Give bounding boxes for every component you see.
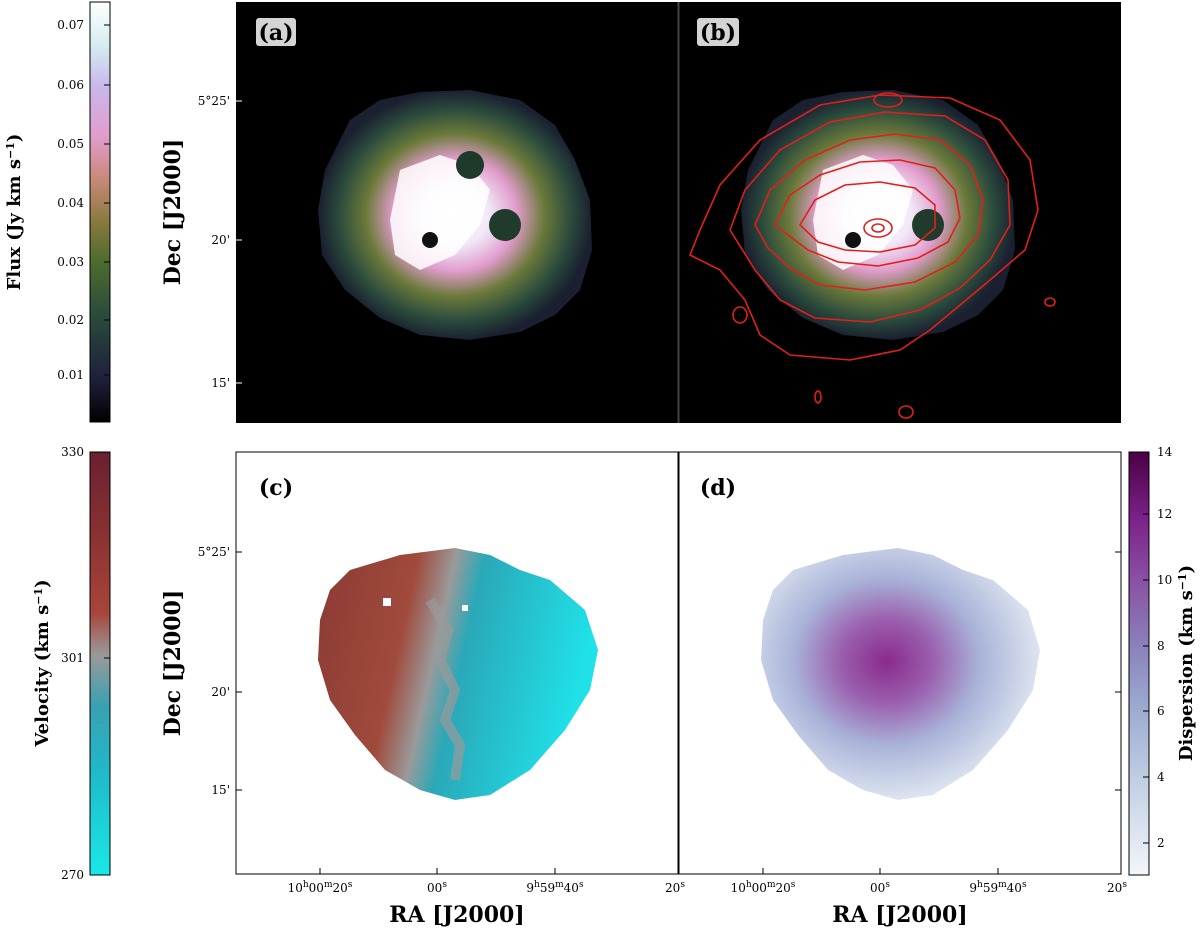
panel-a-label-box bbox=[256, 18, 296, 46]
flux-tick-label: 0.06 bbox=[57, 78, 84, 92]
systemic-velocity-band bbox=[425, 597, 466, 781]
panel-b: (b) bbox=[677, 2, 1121, 423]
flux-colorbar: 0.07 0.06 0.05 0.04 0.03 0.02 0.01 Flux … bbox=[4, 1, 111, 423]
dispersion-tick-label: 4 bbox=[1157, 770, 1165, 784]
dec-axis-label: Dec [J2000] bbox=[160, 139, 186, 286]
ra-axis-label: RA [J2000] bbox=[389, 902, 524, 928]
contour-lines bbox=[688, 92, 1056, 419]
ra-tick-label: 9h59m40s bbox=[526, 880, 584, 895]
contour-level-4 bbox=[773, 159, 961, 267]
dispersion-colorbar-ticks: 14 12 10 8 6 4 2 bbox=[1143, 445, 1173, 850]
contour-level-3 bbox=[754, 133, 984, 291]
panel-b-label-box bbox=[697, 18, 739, 46]
panel-b-label: (b) bbox=[700, 20, 736, 46]
dispersion-tick-label: 12 bbox=[1157, 507, 1172, 521]
velocity-colorbar: 330 301 270 Velocity (km s−1) bbox=[32, 445, 111, 882]
dispersion-field bbox=[761, 548, 1040, 800]
panel-c-label: (c) bbox=[259, 475, 293, 501]
contour-island bbox=[1044, 297, 1056, 307]
velocity-tick-label: 330 bbox=[61, 445, 84, 459]
velocity-gap bbox=[383, 598, 391, 606]
velocity-field bbox=[318, 548, 598, 800]
flux-tick-label: 0.05 bbox=[57, 137, 84, 151]
contour-level-2 bbox=[729, 111, 1011, 323]
panel-c: (c) bbox=[235, 451, 679, 875]
flux-tick-label: 0.04 bbox=[57, 196, 84, 210]
dec-axis-bottom: 5°25' 20' 15' Dec [J2000] bbox=[160, 545, 1121, 797]
panel-d-label: (d) bbox=[700, 475, 736, 501]
dispersion-tick-label: 10 bbox=[1157, 573, 1172, 587]
dec-tick-label: 20' bbox=[211, 233, 230, 247]
flux-tick-label: 0.02 bbox=[57, 313, 84, 327]
flux-hole bbox=[912, 209, 944, 241]
velocity-colorbar-fill bbox=[89, 451, 111, 876]
dec-tick-label: 20' bbox=[211, 685, 230, 699]
contour-peak bbox=[863, 218, 893, 238]
dispersion-tick-label: 8 bbox=[1157, 639, 1165, 653]
flux-colorbar-label: Flux (Jy km s−1) bbox=[4, 134, 26, 291]
flux-hole bbox=[845, 232, 861, 248]
ra-axis-d: 10h00m20s 00s 9h59m40s 20s RA [J2000] bbox=[731, 868, 1127, 928]
contour-level-1 bbox=[688, 94, 1039, 361]
dec-axis-label: Dec [J2000] bbox=[160, 590, 186, 737]
contour-island bbox=[732, 306, 748, 324]
flux-hole bbox=[422, 232, 438, 248]
ra-tick-label: 10h00m20s bbox=[288, 880, 353, 895]
dec-tick-label: 15' bbox=[211, 376, 230, 390]
ra-tick-label: 00s bbox=[427, 880, 447, 895]
dispersion-tick-label: 6 bbox=[1157, 704, 1165, 718]
flux-tick-label: 0.01 bbox=[57, 368, 84, 382]
ra-tick-label: 20s bbox=[665, 880, 685, 895]
ra-tick-label: 20s bbox=[1107, 880, 1127, 895]
velocity-gap bbox=[462, 605, 468, 611]
dispersion-colorbar-fill bbox=[1128, 451, 1150, 876]
contour-island bbox=[873, 92, 903, 108]
contour-peak-inner bbox=[871, 223, 885, 233]
dec-tick-label: 5°25' bbox=[198, 94, 230, 108]
panel-a: (a) bbox=[236, 2, 678, 423]
dispersion-tick-label: 14 bbox=[1157, 445, 1173, 459]
dispersion-tick-label: 2 bbox=[1157, 836, 1165, 850]
velocity-colorbar-ticks: 330 301 270 bbox=[61, 445, 110, 882]
velocity-tick-label: 301 bbox=[61, 651, 84, 665]
flux-tick-label: 0.03 bbox=[57, 255, 84, 269]
flux-colorbar-ticks: 0.07 0.06 0.05 0.04 0.03 0.02 0.01 bbox=[57, 18, 110, 382]
flux-hole bbox=[456, 151, 484, 179]
dec-tick-label: 5°25' bbox=[198, 545, 230, 559]
ra-tick-label: 10h00m20s bbox=[731, 880, 796, 895]
velocity-colorbar-label: Velocity (km s−1) bbox=[32, 579, 54, 747]
ra-axis-label: RA [J2000] bbox=[832, 902, 967, 928]
ra-tick-label: 00s bbox=[870, 880, 890, 895]
velocity-tick-label: 270 bbox=[61, 868, 84, 882]
ra-tick-label: 9h59m40s bbox=[969, 880, 1027, 895]
panel-a-label: (a) bbox=[258, 20, 293, 46]
flux-hole bbox=[489, 209, 521, 241]
dispersion-colorbar-label: Dispersion (km s−1) bbox=[1176, 565, 1198, 761]
dec-tick-label: 15' bbox=[211, 783, 230, 797]
contour-island bbox=[898, 405, 914, 419]
dec-axis-top: 5°25' 20' 15' Dec [J2000] bbox=[160, 94, 242, 390]
flux-tick-label: 0.07 bbox=[57, 18, 84, 32]
flux-colorbar-fill bbox=[89, 1, 111, 423]
contour-island bbox=[814, 390, 822, 404]
contour-level-5 bbox=[798, 181, 936, 253]
panel-d: (d) bbox=[678, 451, 1122, 875]
ra-axis-c: 10h00m20s 00s 9h59m40s 20s RA [J2000] bbox=[288, 868, 685, 928]
dispersion-colorbar: 14 12 10 8 6 4 2 Dispersion (km s−1) bbox=[1128, 445, 1198, 876]
flux-bright-core bbox=[390, 155, 490, 270]
